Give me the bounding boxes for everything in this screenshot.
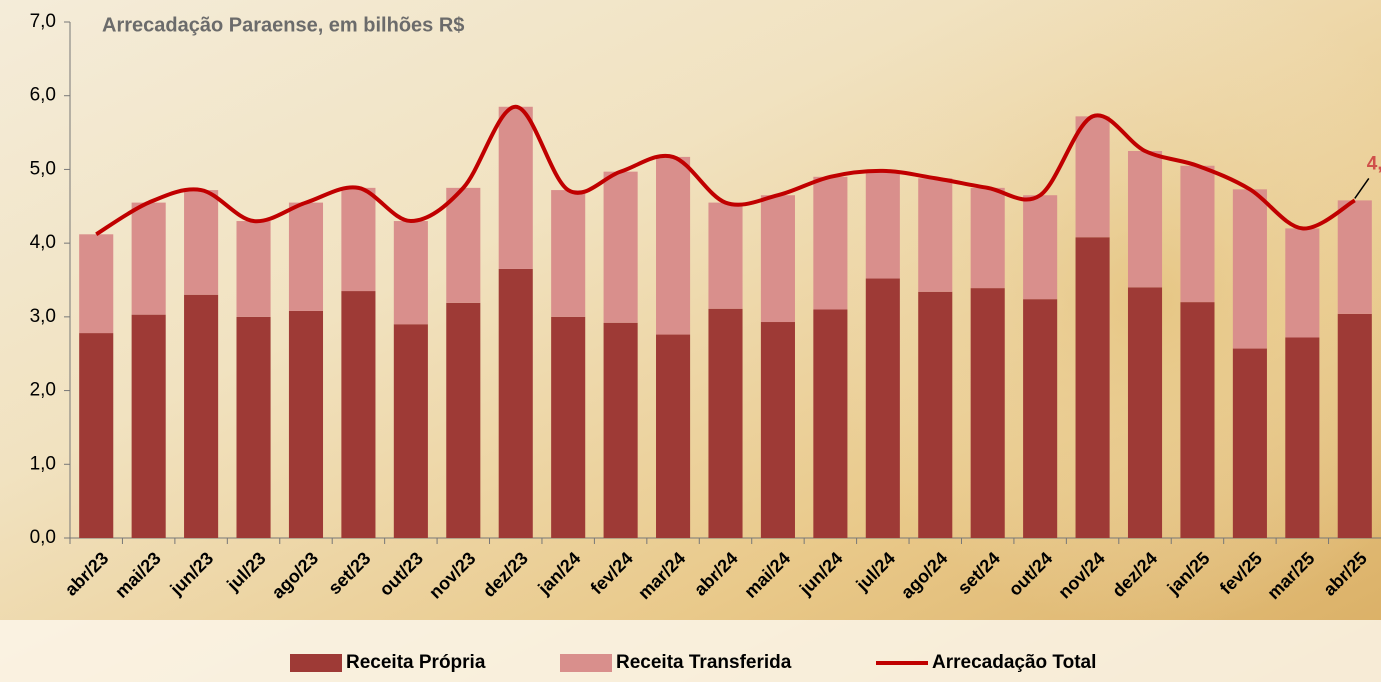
bar	[865, 170, 900, 279]
line	[95, 104, 1356, 237]
bar	[393, 221, 428, 325]
legend-background	[0, 620, 1381, 682]
bar	[1075, 237, 1110, 538]
bar	[813, 309, 848, 538]
bar	[184, 294, 219, 538]
y-tick-label: 3,0	[30, 306, 56, 327]
bar	[551, 316, 586, 538]
legend-swatch	[290, 654, 342, 672]
bar	[760, 195, 795, 323]
bar	[236, 316, 271, 538]
bar	[446, 187, 481, 303]
chart-title: Arrecadação Paraense, em bilhões R$	[102, 14, 464, 36]
y-tick-label: 2,0	[30, 380, 56, 401]
bar	[603, 171, 638, 323]
bar	[1180, 302, 1215, 538]
bar	[1232, 348, 1267, 538]
bar	[1023, 299, 1058, 538]
bar	[498, 106, 533, 269]
bar	[131, 314, 166, 538]
bar	[341, 187, 376, 292]
bar	[236, 221, 271, 317]
bar	[865, 278, 900, 538]
bar	[918, 178, 953, 292]
bar	[813, 176, 848, 310]
bar	[656, 334, 691, 538]
y-tick-label: 7,0	[30, 11, 56, 32]
bar	[1232, 189, 1267, 349]
bar	[551, 190, 586, 317]
legend-label: Receita Transferida	[616, 652, 792, 673]
legend-label: Receita Própria	[346, 652, 486, 673]
bar	[341, 291, 376, 538]
y-tick-label: 4,0	[30, 232, 56, 253]
bar	[1285, 337, 1320, 538]
bar	[288, 202, 324, 311]
bar	[1180, 165, 1215, 303]
bar	[708, 202, 743, 309]
bar	[1337, 200, 1372, 314]
bar	[1075, 116, 1110, 238]
bar	[603, 322, 638, 538]
bar	[970, 288, 1005, 538]
bar	[1337, 313, 1372, 538]
data-label: 4,6	[1367, 153, 1381, 174]
bar	[446, 302, 481, 538]
bar	[288, 310, 324, 538]
bar	[184, 190, 219, 295]
y-tick-label: 6,0	[30, 85, 56, 106]
y-tick-label: 0,0	[30, 527, 56, 548]
bar	[656, 156, 691, 335]
bar	[393, 324, 428, 538]
legend-label: Arrecadação Total	[932, 652, 1096, 673]
y-tick-label: 1,0	[30, 453, 56, 474]
bar	[498, 268, 533, 538]
bar	[1285, 228, 1320, 338]
bar	[970, 187, 1005, 289]
bar	[1023, 195, 1058, 300]
bar	[918, 291, 953, 538]
label-leader	[1354, 177, 1370, 199]
bar	[79, 234, 114, 334]
bar	[79, 333, 114, 538]
y-tick-label: 5,0	[30, 158, 56, 179]
bar	[760, 322, 795, 538]
bar	[1127, 151, 1163, 288]
bar	[131, 202, 166, 315]
bar	[708, 308, 743, 538]
bar	[1127, 287, 1163, 538]
legend-swatch	[560, 654, 612, 672]
